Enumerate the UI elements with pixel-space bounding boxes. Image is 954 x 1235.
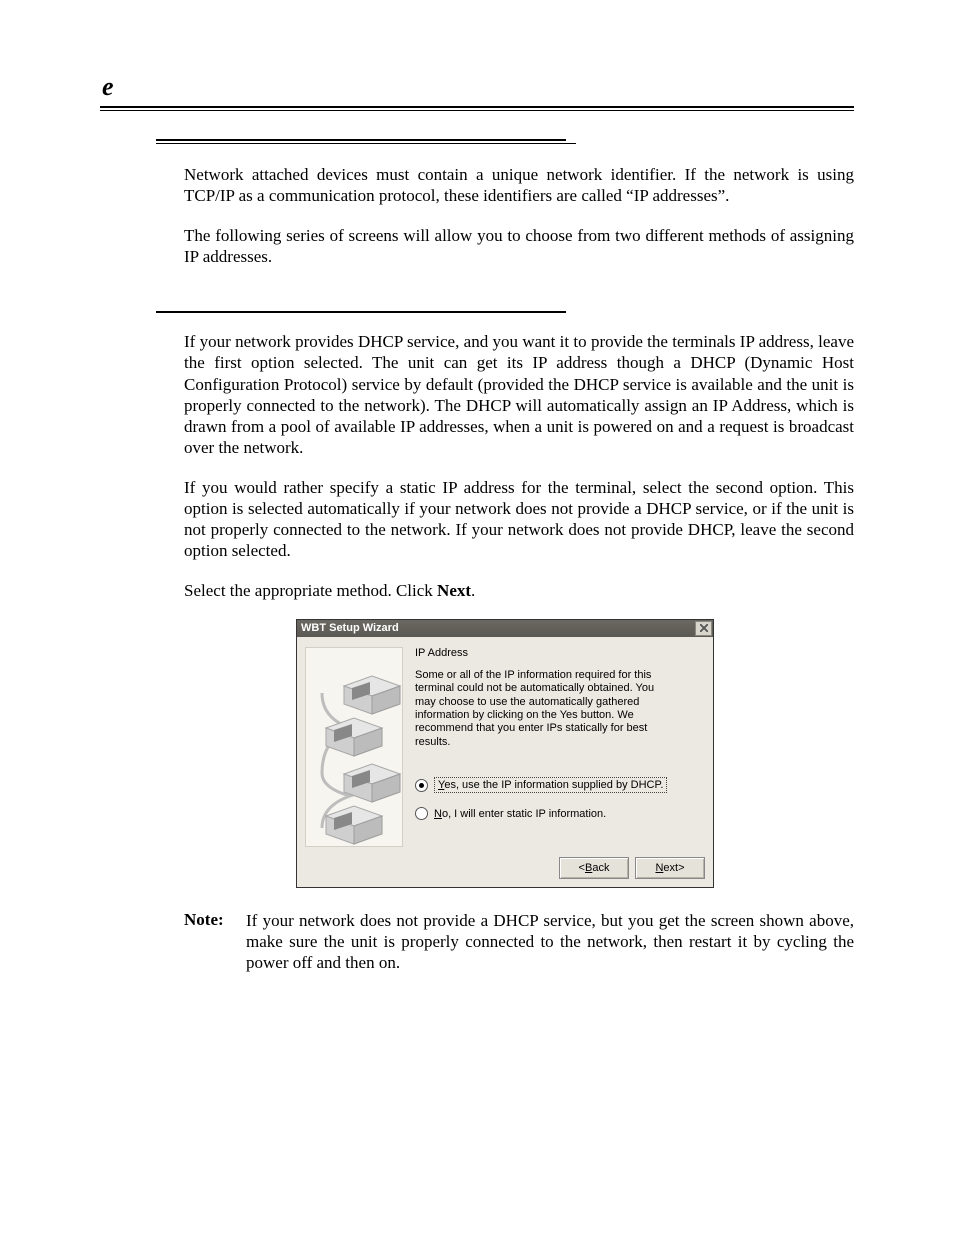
section-rule-1a xyxy=(156,139,566,141)
note-label: Note: xyxy=(184,910,246,974)
p3-pre: Select the appropriate method. Click xyxy=(184,581,437,600)
radio-dhcp[interactable] xyxy=(415,779,428,792)
document-page: e Network attached devices must contain … xyxy=(0,0,954,1235)
dialog-button-bar: < Back Next > xyxy=(297,853,713,887)
next-gt: > xyxy=(678,862,684,874)
close-icon xyxy=(700,624,708,632)
dialog-title: WBT Setup Wizard xyxy=(301,622,399,634)
wbt-setup-wizard-dialog: WBT Setup Wizard xyxy=(296,619,714,888)
mnemonic-n: N xyxy=(434,808,442,820)
back-mnemonic: B xyxy=(585,862,592,874)
page-header-e: e xyxy=(102,72,854,102)
dialog-titlebar[interactable]: WBT Setup Wizard xyxy=(297,620,713,637)
next-rest: ext xyxy=(663,862,678,874)
radio-dhcp-label: Yes, use the IP information supplied by … xyxy=(434,777,667,793)
network-devices-icon xyxy=(306,648,402,846)
close-button[interactable] xyxy=(695,621,712,636)
note-block: Note: If your network does not provide a… xyxy=(184,910,854,974)
radio-static[interactable] xyxy=(415,807,428,820)
note-text: If your network does not provide a DHCP … xyxy=(246,910,854,974)
sidebar-graphic xyxy=(305,647,403,847)
next-button[interactable]: Next > xyxy=(635,857,705,879)
intro-paragraph-1: Network attached devices must contain a … xyxy=(184,164,854,207)
dhcp-paragraph-3: Select the appropriate method. Click Nex… xyxy=(184,580,854,601)
section-rule-2 xyxy=(156,311,566,313)
section-rule-1b xyxy=(156,143,576,144)
dialog-content: IP Address Some or all of the IP informa… xyxy=(415,647,703,847)
next-mnemonic: N xyxy=(655,862,663,874)
back-rest: ack xyxy=(592,862,609,874)
dhcp-paragraph-1: If your network provides DHCP service, a… xyxy=(184,331,854,459)
header-rule-top xyxy=(100,106,854,108)
dhcp-paragraph-2: If you would rather specify a static IP … xyxy=(184,477,854,562)
radio-static-text: o, I will enter static IP information. xyxy=(442,808,606,820)
back-button[interactable]: < Back xyxy=(559,857,629,879)
p3-bold-next: Next xyxy=(437,581,471,600)
radio-static-label: No, I will enter static IP information. xyxy=(434,808,606,820)
radio-dhcp-text: es, use the IP information supplied by D… xyxy=(444,779,663,791)
content-block: Network attached devices must contain a … xyxy=(156,139,854,974)
radio-option-dhcp[interactable]: Yes, use the IP information supplied by … xyxy=(415,777,703,793)
dialog-body: IP Address Some or all of the IP informa… xyxy=(297,637,713,853)
intro-paragraph-2: The following series of screens will all… xyxy=(184,225,854,268)
header-rule-bottom xyxy=(100,110,854,111)
radio-option-static[interactable]: No, I will enter static IP information. xyxy=(415,807,703,820)
ip-address-description: Some or all of the IP information requir… xyxy=(415,669,675,749)
p3-post: . xyxy=(471,581,475,600)
ip-address-heading: IP Address xyxy=(415,647,703,659)
